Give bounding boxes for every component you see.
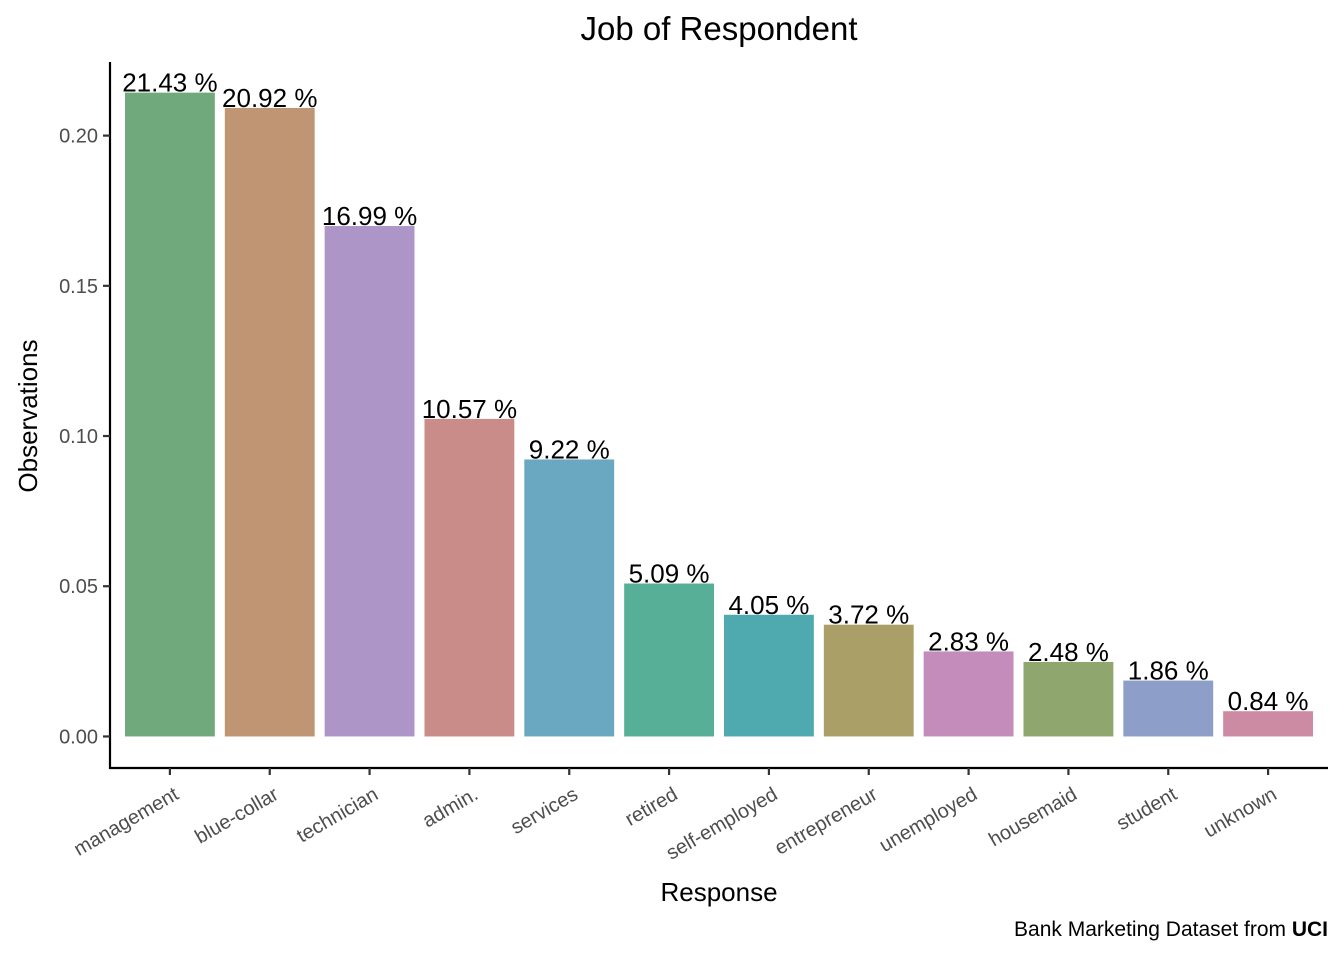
data-label: 4.05 % xyxy=(728,590,809,620)
data-label: 2.48 % xyxy=(1028,637,1109,667)
y-tick-label: 0.15 xyxy=(59,276,98,298)
bar-housemaid xyxy=(1023,661,1114,737)
bar-management xyxy=(124,92,215,737)
x-tick-label: management xyxy=(70,783,182,861)
x-axis: management blue-collar technician admin. ser… xyxy=(70,766,1328,865)
x-tick-label: blue-collar xyxy=(191,783,282,848)
chart-title: Job of Respondent xyxy=(580,10,857,47)
bar-unemployed xyxy=(923,651,1014,737)
data-label: 20.92 % xyxy=(222,83,317,113)
bar-retired xyxy=(624,583,715,737)
data-label: 5.09 % xyxy=(629,559,710,589)
x-tick-label: unknown xyxy=(1200,783,1280,842)
data-label: 0.84 % xyxy=(1228,686,1309,716)
x-tick-label: admin. xyxy=(419,783,482,832)
y-tick-label: 0.20 xyxy=(59,126,98,148)
data-label: 2.83 % xyxy=(928,626,1009,656)
data-labels-group: 21.43 %20.92 % 16.99 % 10.57 % 9.22 % 5.09 %… xyxy=(122,68,1308,717)
bar-entrepreneur xyxy=(823,624,914,737)
data-label: 21.43 % xyxy=(122,68,217,98)
x-tick-label: entrepreneur xyxy=(771,783,881,859)
bar-unknown xyxy=(1223,711,1314,737)
bar-technician xyxy=(324,226,415,737)
x-tick-label: self-employed xyxy=(663,783,782,864)
caption: Bank Marketing Dataset from UCI xyxy=(1014,918,1328,942)
y-tick-label: 0.05 xyxy=(59,576,98,598)
data-label: 9.22 % xyxy=(529,434,610,464)
y-tick-label: 0.00 xyxy=(59,726,98,748)
data-label: 16.99 % xyxy=(322,201,417,231)
caption-source: UCI xyxy=(1291,918,1328,941)
x-tick-label: unemployed xyxy=(876,783,981,857)
bar-services xyxy=(524,459,615,737)
data-label: 10.57 % xyxy=(422,394,517,424)
x-tick-label: retired xyxy=(621,783,681,830)
y-tick-label: 0.10 xyxy=(59,426,98,448)
x-tick-label: housemaid xyxy=(985,783,1081,851)
bar-student xyxy=(1123,680,1214,737)
x-tick-label: student xyxy=(1113,783,1181,835)
y-axis: 0.00 0.05 0.10 0.15 0.20 xyxy=(59,62,112,769)
data-label: 1.86 % xyxy=(1128,656,1209,686)
x-axis-title: Response xyxy=(660,877,777,907)
caption-text: Bank Marketing Dataset from xyxy=(1014,918,1292,941)
data-label: 3.72 % xyxy=(828,600,909,630)
x-tick-label: services xyxy=(507,783,582,839)
y-axis-title: Observations xyxy=(13,339,43,492)
bar-blue-collar xyxy=(224,107,315,737)
x-tick-label: technician xyxy=(293,783,382,847)
bar-self-employed xyxy=(723,614,814,737)
bar-admin xyxy=(424,418,515,737)
bars-group xyxy=(124,92,1314,737)
